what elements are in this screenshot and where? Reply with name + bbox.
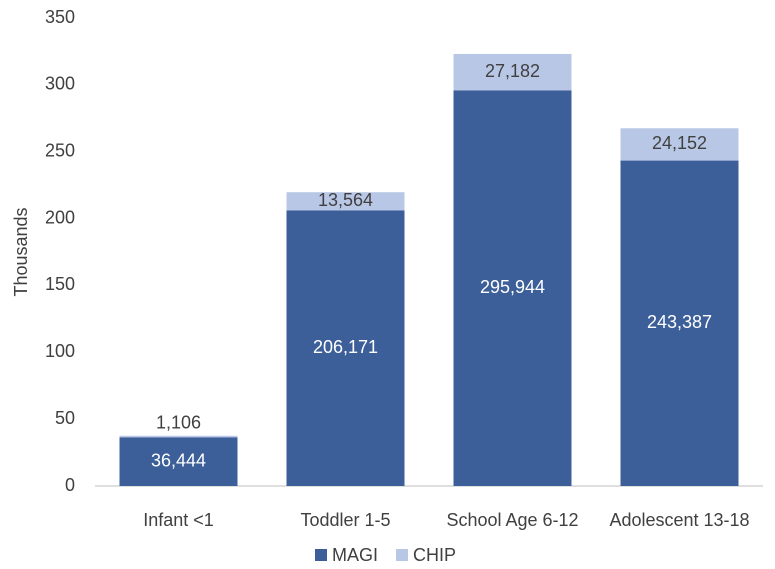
- data-label: 24,152: [652, 133, 707, 153]
- y-tick-label: 250: [45, 140, 75, 160]
- y-tick-label: 350: [45, 7, 75, 27]
- bar-segment: [119, 437, 238, 486]
- data-label: 27,182: [485, 61, 540, 81]
- bar-segment: [620, 128, 739, 161]
- y-tick-label: 300: [45, 74, 75, 94]
- data-label: 243,387: [647, 312, 712, 332]
- legend-swatch: [396, 549, 409, 561]
- bar-segment: [620, 160, 739, 486]
- legend-swatch: [315, 549, 327, 561]
- x-tick-label: Adolescent 13-18: [609, 510, 749, 530]
- data-label: 206,171: [313, 337, 378, 357]
- y-tick-label: 200: [45, 207, 75, 227]
- bar-segment: [286, 192, 405, 211]
- bar-segment: [119, 435, 238, 438]
- bar-segment: [453, 53, 572, 91]
- data-label: 1,106: [156, 413, 201, 433]
- data-label: 13,564: [318, 190, 373, 210]
- legend-label: CHIP: [413, 545, 456, 565]
- y-tick-label: 0: [65, 475, 75, 495]
- x-tick-label: School Age 6-12: [446, 510, 578, 530]
- legend-label: MAGI: [332, 545, 378, 565]
- y-axis-label: Thousands: [11, 207, 31, 296]
- y-tick-label: 50: [55, 408, 75, 428]
- data-label: 36,444: [151, 450, 206, 470]
- bar-segment: [453, 90, 572, 487]
- x-tick-label: Infant <1: [143, 510, 214, 530]
- y-tick-label: 100: [45, 341, 75, 361]
- bar-segment: [286, 210, 405, 486]
- data-label: 295,944: [480, 277, 545, 297]
- x-tick-label: Toddler 1-5: [300, 510, 390, 530]
- y-tick-label: 150: [45, 274, 75, 294]
